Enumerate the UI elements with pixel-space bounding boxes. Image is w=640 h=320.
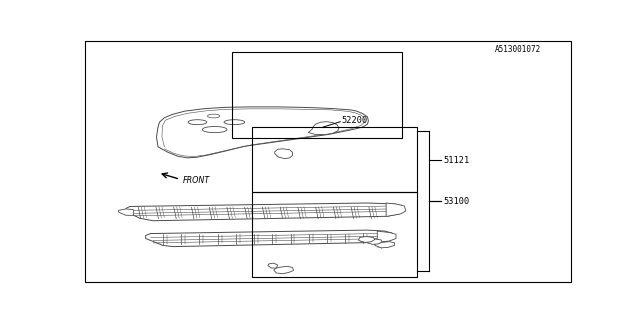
- Polygon shape: [118, 209, 133, 215]
- Text: 53100: 53100: [444, 196, 470, 205]
- Ellipse shape: [224, 120, 244, 124]
- Polygon shape: [146, 230, 394, 247]
- Bar: [252, 192, 417, 277]
- Text: A513001072: A513001072: [495, 45, 541, 54]
- Text: 52200: 52200: [341, 116, 367, 125]
- Polygon shape: [386, 203, 406, 216]
- Polygon shape: [157, 107, 369, 158]
- Polygon shape: [268, 263, 278, 268]
- Text: FRONT: FRONT: [182, 176, 210, 185]
- Bar: [252, 127, 417, 192]
- Bar: [232, 52, 402, 138]
- Ellipse shape: [207, 114, 220, 118]
- Polygon shape: [126, 203, 404, 221]
- Polygon shape: [274, 266, 294, 274]
- Polygon shape: [375, 242, 394, 248]
- Polygon shape: [367, 239, 382, 244]
- Polygon shape: [358, 236, 375, 243]
- Ellipse shape: [202, 126, 227, 133]
- Polygon shape: [378, 231, 396, 243]
- Polygon shape: [308, 122, 339, 134]
- Text: 51121: 51121: [444, 156, 470, 165]
- Ellipse shape: [188, 120, 207, 124]
- Polygon shape: [275, 149, 292, 159]
